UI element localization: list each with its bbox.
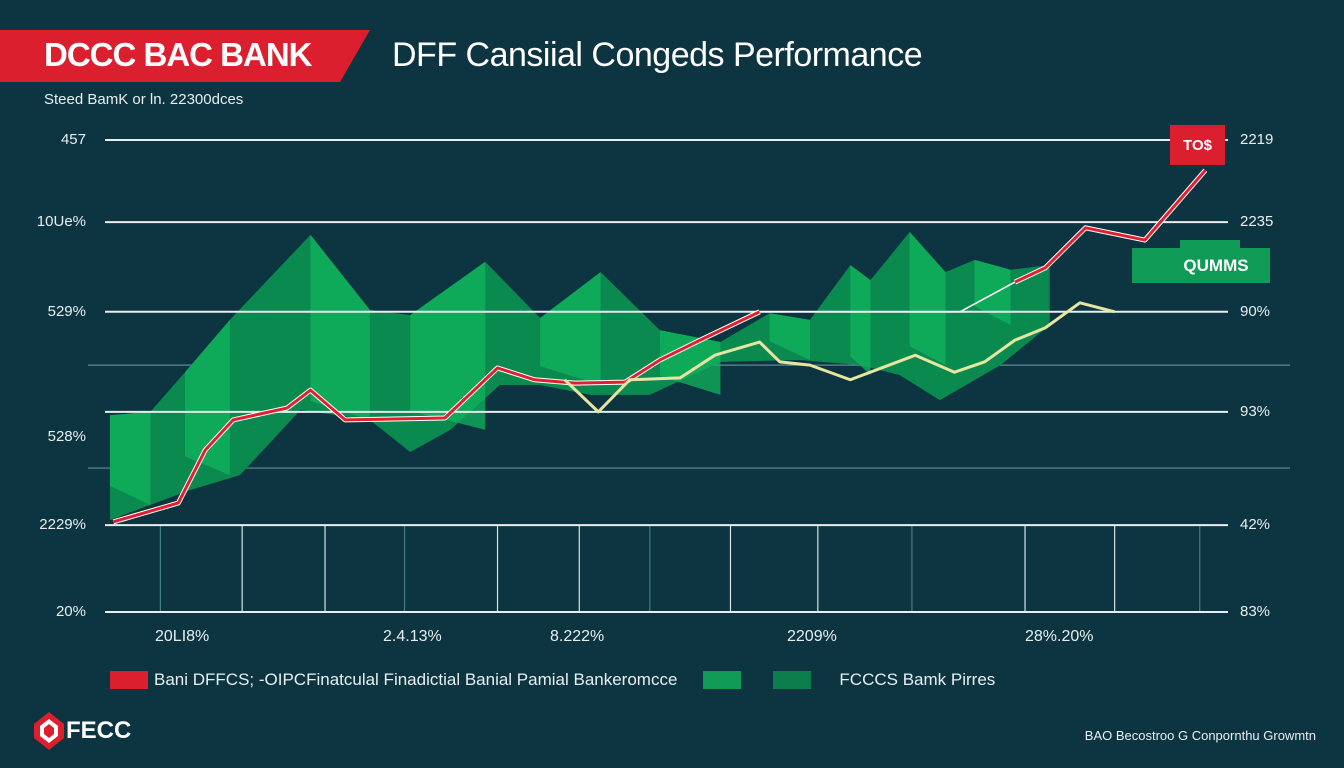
y-tick-right: 2235: [1240, 213, 1274, 231]
y-tick-right: 83%: [1240, 603, 1271, 620]
y-tick-left: 20%: [55, 603, 86, 620]
y-tick-left: 457: [60, 131, 86, 148]
area-facet-light: [110, 411, 151, 505]
x-tick: 8.222%: [550, 628, 605, 645]
y-tick-left: 529%: [47, 302, 86, 320]
area-facet-light: [185, 319, 230, 476]
y-tick-right: 93%: [1240, 402, 1271, 420]
area-facet-light: [850, 265, 871, 376]
legend-label-2: FCCCS Bamk Pirres: [839, 670, 996, 689]
footer-note: BAO Becostroo G Conpornthu Growmtn: [1084, 728, 1316, 743]
area-facet-light: [909, 232, 946, 366]
legend-swatch-green-dark: [773, 671, 812, 689]
logo-text: FECC: [66, 717, 132, 744]
y-tick-left: 2229%: [39, 516, 86, 534]
x-tick: 2209%: [787, 628, 837, 645]
series-line-1: [563, 301, 1116, 414]
area-facet-light: [769, 313, 810, 360]
y-tick-right: 42%: [1240, 516, 1271, 534]
area-facet-light: [974, 259, 1011, 326]
area-facet-light: [310, 234, 370, 420]
legend-swatch-green-light: [703, 671, 742, 689]
footer-logo: FECC: [34, 712, 131, 750]
y-tick-right: 90%: [1240, 302, 1271, 320]
legend-label-1: Bani DFFCS; -OIPCFinatculal Finadictial …: [154, 670, 678, 689]
chart-title: DFF Cansiial Congeds Performance: [392, 36, 923, 74]
area-facet-light: [410, 261, 486, 430]
brand-name: DCCC BAC BANK: [44, 36, 312, 73]
series-line-0: [112, 310, 761, 524]
x-tick: 20LI8%: [155, 628, 210, 645]
callout-green: QUMMS: [1132, 240, 1270, 283]
legend: Bani DFFCS; -OIPCFinatculal Finadictial …: [110, 670, 995, 690]
callout-red: TO$: [1170, 125, 1225, 165]
y-tick-left: 528%: [47, 427, 86, 445]
area-facet-light: [540, 272, 601, 385]
logo-icon: [34, 712, 64, 750]
series-line-2: [759, 281, 1016, 313]
y-tick-left: 10Ue%: [36, 213, 86, 231]
x-tick: 28%.20%: [1025, 628, 1094, 645]
series-line-0: [1014, 169, 1207, 284]
legend-swatch-red: [110, 671, 148, 689]
chart-subtitle: Steed BamK or ln. 22300dces: [44, 91, 244, 108]
x-tick: 2.4.13%: [383, 628, 442, 645]
y-tick-right: 2219: [1240, 131, 1274, 148]
brand-banner: [0, 30, 370, 82]
